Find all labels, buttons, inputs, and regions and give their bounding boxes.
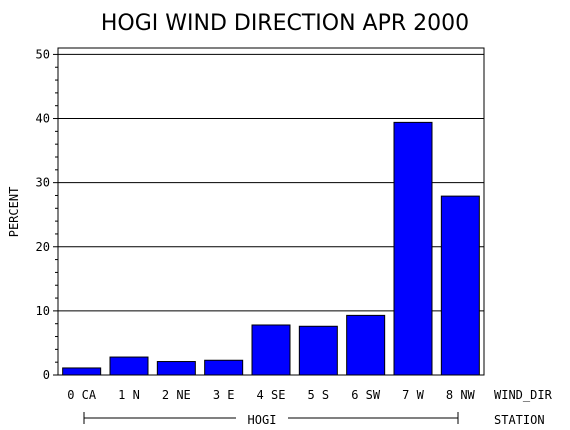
bar <box>393 121 433 376</box>
x-axis-label: WIND_DIR <box>494 388 553 402</box>
x-tick-label: 2 NE <box>162 388 191 402</box>
x-tick-label: 0 CA <box>67 388 97 402</box>
bar <box>204 359 244 376</box>
bar <box>62 367 102 376</box>
y-tick-label: 20 <box>36 240 50 254</box>
y-axis-ticks: 0 10 20 30 40 50 <box>36 47 58 382</box>
x-tick-label: 4 SE <box>257 388 286 402</box>
y-axis-label: PERCENT <box>7 187 21 238</box>
x-axis-labels: 0 CA 1 N 2 NE 3 E 4 SE 5 S 6 SW 7 W 8 NW <box>67 388 475 402</box>
y-tick-label: 30 <box>36 176 50 190</box>
y-tick-label: 10 <box>36 304 50 318</box>
bar <box>156 361 196 376</box>
y-tick-label: 50 <box>36 47 50 61</box>
x-tick-label: 1 N <box>118 388 140 402</box>
bar <box>346 314 386 376</box>
x-tick-label: 6 SW <box>351 388 381 402</box>
bars <box>62 121 480 376</box>
bar <box>109 356 149 376</box>
x-tick-label: 7 W <box>402 388 424 402</box>
station-bracket: HOGI <box>83 412 459 427</box>
bar <box>298 325 338 376</box>
x-tick-label: 8 NW <box>446 388 476 402</box>
station-axis-label: STATION <box>494 413 545 427</box>
chart-title: HOGI WIND DIRECTION APR 2000 <box>101 11 469 36</box>
x-tick-label: 3 E <box>213 388 235 402</box>
y-tick-label: 0 <box>43 368 50 382</box>
bar <box>440 195 480 376</box>
station-label: HOGI <box>248 413 277 427</box>
bar <box>251 324 291 376</box>
y-tick-label: 40 <box>36 112 50 126</box>
x-tick-label: 5 S <box>307 388 329 402</box>
